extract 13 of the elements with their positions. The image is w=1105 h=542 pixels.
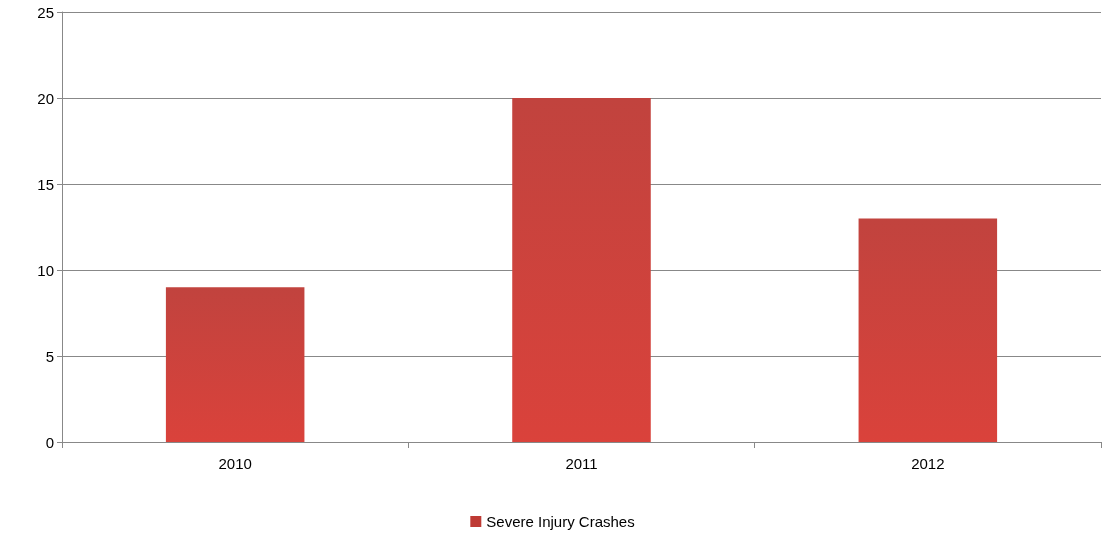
y-tick-label: 15 bbox=[37, 175, 54, 193]
x-tick-label: 2012 bbox=[911, 455, 945, 472]
bar bbox=[512, 98, 651, 442]
y-tick-label: 25 bbox=[37, 3, 54, 21]
y-tick-label: 5 bbox=[45, 347, 54, 365]
bar bbox=[858, 218, 998, 442]
y-tick-label: 0 bbox=[45, 433, 54, 451]
y-tick-label: 20 bbox=[37, 89, 54, 107]
bar bbox=[165, 287, 305, 442]
y-tick-label: 10 bbox=[37, 261, 54, 279]
x-tick-label: 2011 bbox=[565, 455, 598, 472]
legend-label: Severe Injury Crashes bbox=[486, 513, 635, 530]
x-tick-label: 2010 bbox=[218, 455, 252, 472]
